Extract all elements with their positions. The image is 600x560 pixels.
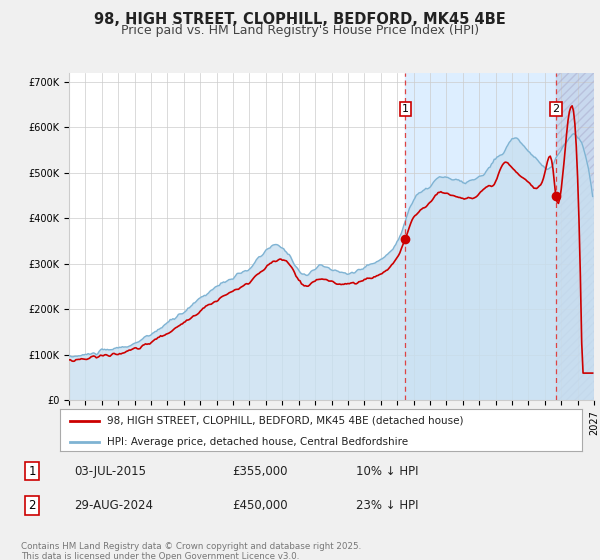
Text: 1: 1 <box>28 464 36 478</box>
Text: 2: 2 <box>552 104 559 114</box>
Text: 03-JUL-2015: 03-JUL-2015 <box>74 464 146 478</box>
Text: 98, HIGH STREET, CLOPHILL, BEDFORD, MK45 4BE: 98, HIGH STREET, CLOPHILL, BEDFORD, MK45… <box>94 12 506 27</box>
Text: 10% ↓ HPI: 10% ↓ HPI <box>356 464 419 478</box>
Text: HPI: Average price, detached house, Central Bedfordshire: HPI: Average price, detached house, Cent… <box>107 437 408 446</box>
Text: Contains HM Land Registry data © Crown copyright and database right 2025.
This d: Contains HM Land Registry data © Crown c… <box>21 542 361 560</box>
Text: 2: 2 <box>28 498 36 512</box>
Bar <box>406 73 594 400</box>
Text: 29-AUG-2024: 29-AUG-2024 <box>74 498 154 512</box>
Text: 98, HIGH STREET, CLOPHILL, BEDFORD, MK45 4BE (detached house): 98, HIGH STREET, CLOPHILL, BEDFORD, MK45… <box>107 416 463 426</box>
Bar <box>556 73 594 400</box>
Text: 23% ↓ HPI: 23% ↓ HPI <box>356 498 419 512</box>
Text: £450,000: £450,000 <box>232 498 288 512</box>
Bar <box>556 73 594 400</box>
Text: Price paid vs. HM Land Registry's House Price Index (HPI): Price paid vs. HM Land Registry's House … <box>121 24 479 36</box>
Text: £355,000: £355,000 <box>232 464 288 478</box>
Text: 1: 1 <box>402 104 409 114</box>
